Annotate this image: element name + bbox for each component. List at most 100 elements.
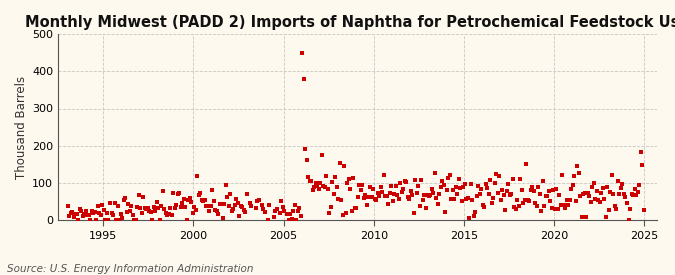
Point [142,206,153,210]
Point [96,213,107,218]
Point [173,191,184,195]
Point [537,179,548,183]
Point [599,197,610,202]
Point [385,184,396,189]
Point [165,206,176,210]
Point [414,204,425,208]
Point [103,218,114,222]
Point [264,202,275,207]
Point [509,204,520,209]
Point [477,203,488,207]
Point [628,193,639,197]
Point [379,194,390,198]
Point [342,181,353,185]
Point [317,153,327,157]
Point [204,209,215,213]
Point [231,197,242,202]
Point [580,191,591,195]
Point [429,170,440,175]
Point [234,214,244,219]
Point [482,186,493,191]
Point [313,186,324,191]
Point [410,178,421,182]
Point [372,191,383,195]
Point [223,204,234,208]
Point [449,197,460,201]
Point [270,209,281,213]
Point [543,189,554,193]
Point [232,201,243,205]
Point [584,193,595,198]
Point [91,218,102,222]
Point [333,197,344,202]
Point [516,188,527,192]
Point [126,204,136,208]
Point [302,158,313,163]
Point [634,183,645,188]
Point [536,208,547,213]
Point [151,200,162,204]
Point [252,199,263,204]
Point [130,218,141,222]
Point [138,195,148,199]
Point [157,189,168,194]
Point [244,200,255,205]
Point [154,218,165,222]
Point [456,199,467,203]
Point [485,178,495,182]
Point [258,207,269,211]
Point [597,186,608,190]
Point [346,208,357,213]
Point [488,196,499,200]
Point [178,197,189,202]
Point [82,213,93,217]
Point [572,164,583,168]
Point [107,213,118,217]
Point [240,210,250,214]
Point [439,210,450,214]
Point [352,195,363,199]
Point [529,189,539,193]
Point [545,199,556,203]
Point [312,184,323,189]
Point [275,211,286,216]
Point [371,197,381,202]
Point [294,206,305,210]
Point [470,210,481,214]
Point [438,183,449,187]
Point [304,179,315,183]
Point [569,174,580,178]
Point [308,188,319,192]
Point [193,192,204,197]
Point [591,189,602,193]
Point [524,199,535,204]
Point [411,191,422,196]
Point [491,172,502,177]
Point [375,185,386,189]
Point [288,209,299,213]
Point [269,214,279,219]
Point [117,216,128,220]
Point [503,182,514,186]
Point [401,179,412,184]
Point [102,210,113,215]
Point [408,211,419,216]
Point [145,210,156,214]
Point [196,198,207,202]
Point [535,192,545,196]
Point [374,193,385,198]
Point [242,192,252,196]
Point [515,177,526,182]
Point [119,196,130,200]
Point [64,213,75,218]
Point [587,185,598,189]
Point [195,191,206,195]
Point [461,197,472,202]
Point [362,203,373,208]
Point [360,193,371,197]
Point [590,196,601,201]
Point [366,194,377,199]
Point [183,198,194,202]
Point [624,207,635,211]
Point [123,202,134,207]
